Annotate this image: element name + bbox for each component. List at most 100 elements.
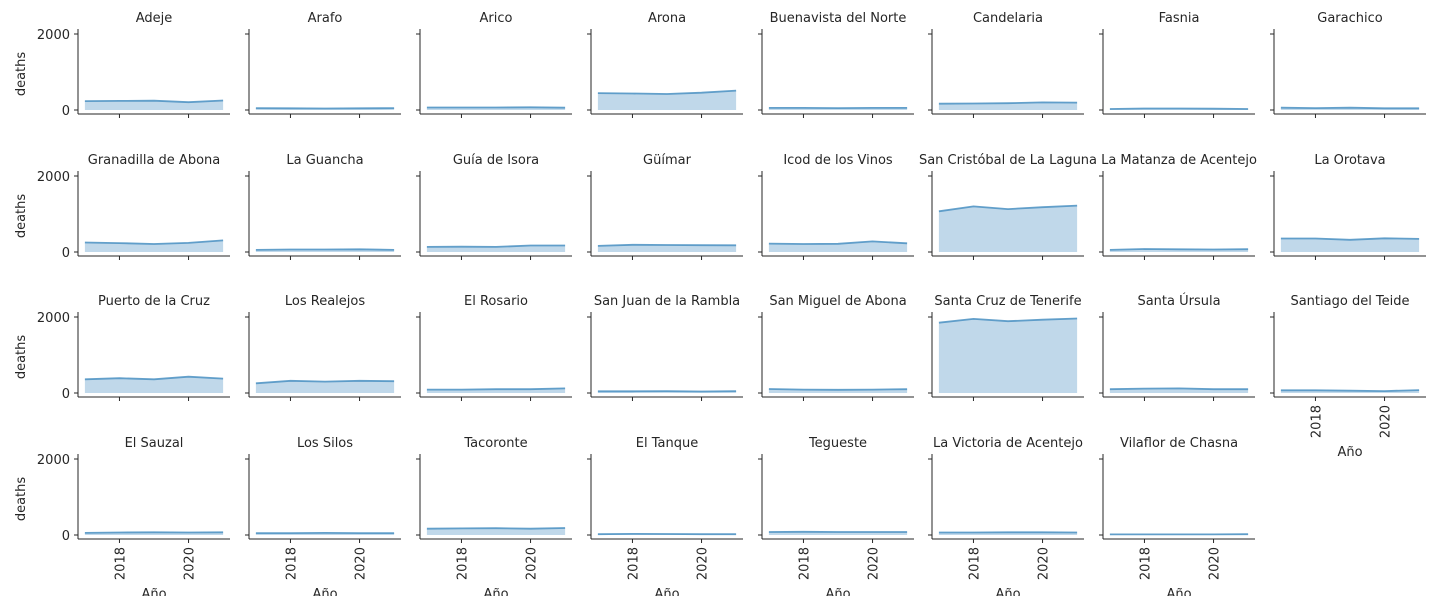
x-tick-label: 2020 [525,547,540,580]
facet-panel: La Guancha [245,153,401,260]
series-area [938,205,1078,252]
facet-title: Arafo [308,11,343,26]
facet-title: Arico [480,11,513,26]
series-line [938,317,1078,324]
series-area [426,528,566,535]
y-tick-label: 2000 [37,170,70,185]
facet-panel: Granadilla de Abona 0 2000 deaths [14,153,230,261]
series-line [768,388,908,391]
series-line [255,248,395,251]
series-line [84,375,224,381]
x-tick-label: 2018 [113,547,128,580]
x-tick-label: 2020 [696,547,711,580]
facet-panel: Vilaflor de Chasna 2018 2020 Año [1099,436,1255,596]
x-axis-label: Año [312,587,337,596]
facet-title: Granadilla de Abona [88,153,220,168]
x-axis-label: Año [825,587,850,596]
facet-panel: Santiago del Teide 2018 2020 Año [1270,294,1426,460]
facet-title: Tegueste [808,436,867,451]
facet-panel: Fasnia [1099,11,1255,118]
series-line [597,89,737,95]
series-area [84,376,224,393]
facet-panel: Garachico [1270,11,1426,118]
x-axis-label: Año [1337,445,1362,460]
series-area [255,380,395,393]
facet-panel: Tegueste 2018 2020 Año [758,436,914,596]
series-line [84,99,224,104]
x-tick-label: 2020 [354,547,369,580]
facet-title: Fasnia [1159,11,1200,26]
x-axis-label: Año [654,587,679,596]
x-tick-label: 2018 [797,547,812,580]
y-axis-label: deaths [14,477,29,522]
facet-panel: Adeje 0 2000 deaths [14,11,230,119]
series-line [597,243,737,247]
facet-panel: Arafo [245,11,401,118]
facet-panel: El Rosario [416,294,572,401]
facet-title: La Guancha [286,153,363,168]
series-line [84,531,224,534]
series-line [1109,248,1249,251]
facet-panel: Güímar [587,153,743,260]
y-tick-label: 0 [62,104,70,119]
facet-title: Puerto de la Cruz [98,294,210,309]
facet-panel: San Cristóbal de La Laguna [919,153,1097,260]
x-axis-label: Año [483,587,508,596]
facet-panel: Los Realejos [245,294,401,401]
facet-title: San Juan de la Rambla [594,294,740,309]
facet-title: La Matanza de Acentejo [1101,153,1257,168]
facet-panel: La Orotava [1270,153,1426,260]
y-tick-label: 0 [62,529,70,544]
series-line [426,244,566,248]
x-tick-label: 2020 [1208,547,1223,580]
series-area [597,90,737,110]
series-line [426,387,566,391]
facet-title: Candelaria [973,11,1043,26]
facet-title: Garachico [1317,11,1382,26]
facet-title: Los Realejos [285,294,365,309]
facet-panel: Tacoronte 2018 2020 Año [416,436,572,596]
x-axis-label: Año [1166,587,1191,596]
facet-title: Adeje [136,11,173,26]
facet-title: Güímar [643,153,692,168]
facet-panel: Arona [587,11,743,118]
facet-panel: San Miguel de Abona [758,294,914,401]
facet-panel: El Tanque 2018 2020 Año [587,436,743,596]
y-tick-label: 2000 [37,28,70,43]
facet-title: San Miguel de Abona [769,294,906,309]
facet-title: La Orotava [1314,153,1385,168]
facet-title: Arona [648,11,686,26]
facet-title: San Cristóbal de La Laguna [919,153,1097,168]
facet-panel: Buenavista del Norte [758,11,914,118]
facet-panel: La Matanza de Acentejo [1099,153,1257,260]
y-tick-label: 0 [62,246,70,261]
facet-title: Vilaflor de Chasna [1120,436,1238,451]
facet-panel: Guía de Isora [416,153,572,260]
y-tick-label: 2000 [37,311,70,326]
facet-title: Guía de Isora [453,153,539,168]
x-axis-label: Año [995,587,1020,596]
y-axis-label: deaths [14,194,29,239]
series-area [938,318,1078,393]
x-tick-label: 2020 [183,547,198,580]
series-area [1280,238,1420,252]
x-tick-label: 2018 [455,547,470,580]
facet-panel: Santa Úrsula [1099,293,1255,401]
facet-panel: La Victoria de Acentejo 2018 2020 Año [928,436,1084,596]
x-tick-label: 2018 [967,547,982,580]
facet-title: Santiago del Teide [1290,294,1409,309]
facet-title: Los Silos [297,436,353,451]
facet-title: El Tanque [636,436,698,451]
facet-title: Tacoronte [463,436,527,451]
facet-title: El Sauzal [125,436,184,451]
facet-panel: El Sauzal 0 2000 2018 2020 Año deaths [14,436,230,596]
facet-panel: Icod de los Vinos [758,153,914,260]
facet-title: Santa Úrsula [1137,293,1220,309]
facet-title: El Rosario [464,294,528,309]
x-tick-label: 2018 [284,547,299,580]
x-tick-label: 2020 [1379,405,1394,438]
y-tick-label: 0 [62,387,70,402]
y-tick-label: 2000 [37,453,70,468]
series-line [1280,106,1420,110]
